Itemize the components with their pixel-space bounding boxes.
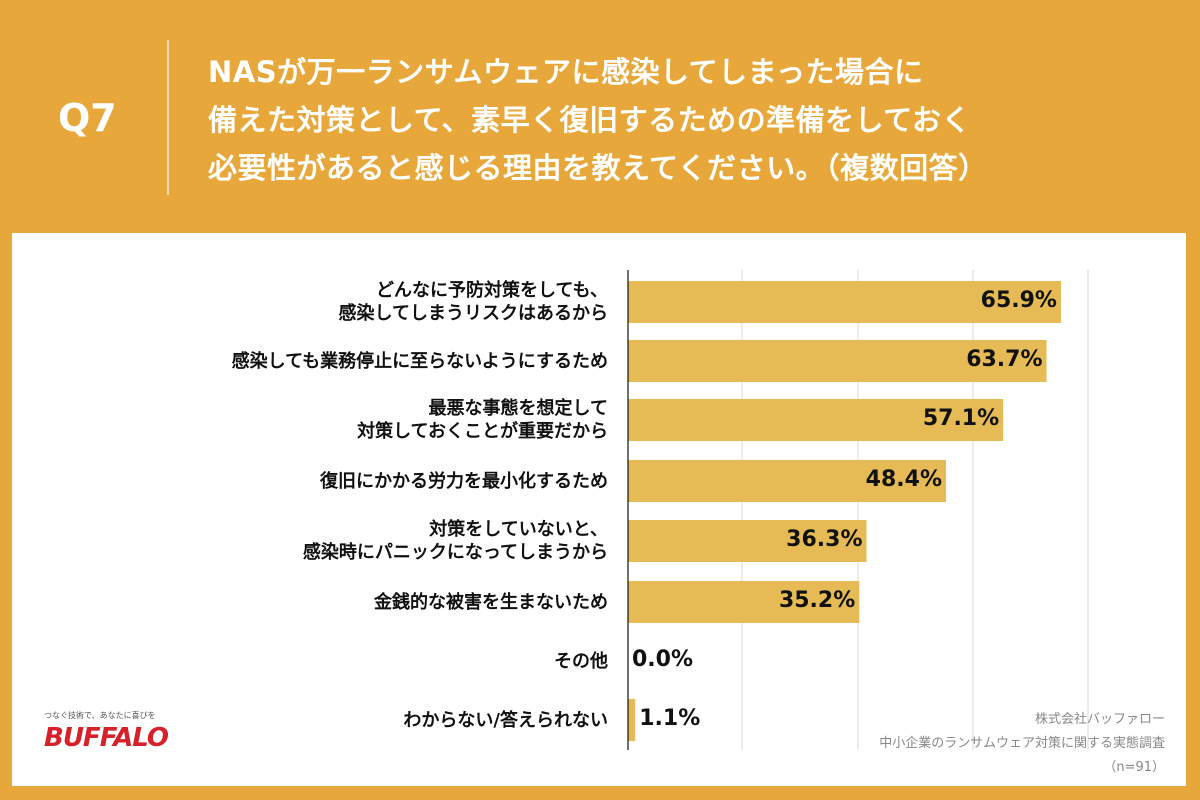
bar	[628, 460, 946, 502]
bar	[628, 520, 867, 562]
category-label: わからない/答えられない	[403, 709, 608, 731]
category-label: その他	[554, 650, 608, 672]
bar	[628, 699, 636, 741]
logo-tagline: つなぐ技術で、あなたに喜びを	[44, 711, 156, 720]
bar	[628, 399, 1004, 441]
chart-panel	[12, 233, 1186, 786]
question-title: NASが万一ランサムウェアに感染してしまった場合に 備えた対策として、素早く復旧…	[208, 48, 988, 192]
data-label: 35.2%	[778, 588, 856, 613]
title-line: NASが万一ランサムウェアに感染してしまった場合に	[208, 55, 924, 89]
title-line: 備えた対策として、素早く復旧するための準備をしておく	[208, 103, 971, 137]
source-survey: 中小企業のランサムウェア対策に関する実態調査	[879, 736, 1165, 751]
category-label: 最悪な事態を想定して 対策しておくことが重要だから	[357, 398, 608, 442]
category-label: 感染しても業務停止に至らないようにするため	[231, 350, 608, 372]
header-divider	[167, 40, 169, 195]
source-company: 株式会社バッファロー	[1034, 712, 1165, 727]
data-label: 57.1%	[922, 406, 1000, 431]
data-label: 65.9%	[980, 288, 1057, 313]
buffalo-logo: つなぐ技術で、あなたに喜びを BUFFALO	[44, 710, 169, 753]
bar	[628, 581, 860, 623]
bar	[628, 281, 1061, 323]
bar	[628, 340, 1047, 382]
category-label: 金銭的な被害を生まないため	[374, 591, 608, 613]
data-label: 36.3%	[786, 527, 863, 552]
data-label: 48.4%	[865, 467, 942, 492]
category-label: どんなに予防対策をしても、 感染してしまうリスクはあるから	[338, 280, 608, 324]
category-label: 対策をしていないと、 感染時にパニックになってしまうから	[302, 519, 608, 563]
data-label: 1.1%	[639, 706, 701, 731]
data-label: 0.0%	[632, 647, 694, 672]
question-number: Q7	[58, 96, 117, 140]
source-note: 株式会社バッファロー 中小企業のランサムウェア対策に関する実態調査 （n=91）	[879, 708, 1165, 780]
data-label: 63.7%	[966, 347, 1043, 372]
source-sample: （n=91）	[1103, 760, 1165, 775]
category-label: 復旧にかかる労力を最小化するため	[320, 470, 608, 492]
logo-brand: BUFFALO	[44, 723, 169, 753]
title-line: 必要性があると感じる理由を教えてください。（複数回答）	[208, 151, 988, 185]
